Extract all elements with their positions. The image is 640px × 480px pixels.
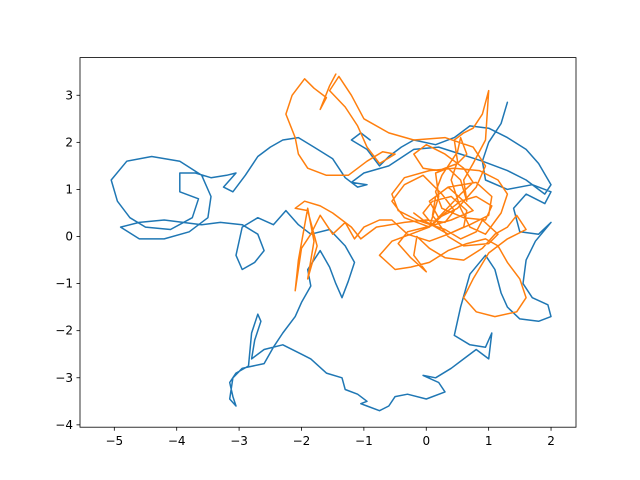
series-layer [110, 73, 552, 412]
x-tick-label: −1 [355, 434, 373, 448]
x-tick-label: −4 [168, 434, 186, 448]
axes-frame [79, 57, 577, 428]
x-tick-label: 0 [422, 434, 430, 448]
x-tick-label: −5 [105, 434, 123, 448]
y-tick-label: −2 [55, 324, 73, 338]
series-line-1 [110, 101, 552, 412]
x-tick-label: 1 [485, 434, 493, 448]
x-tick-label: 2 [547, 434, 555, 448]
series-line-2 [285, 73, 527, 318]
y-tick-label: −3 [55, 371, 73, 385]
y-tick-label: −4 [55, 418, 73, 432]
y-tick-label: 3 [65, 88, 73, 102]
y-axis: −4 −3 −2 −1 0 1 2 3 [55, 88, 80, 432]
y-tick-label: 1 [65, 182, 73, 196]
plot-area [80, 57, 576, 428]
x-axis: −5 −4 −3 −2 −1 0 1 2 [105, 427, 555, 448]
y-tick-label: 0 [65, 230, 73, 244]
x-tick-label: −2 [293, 434, 311, 448]
y-tick-label: −1 [55, 277, 73, 291]
x-tick-label: −3 [230, 434, 248, 448]
y-tick-label: 2 [65, 135, 73, 149]
